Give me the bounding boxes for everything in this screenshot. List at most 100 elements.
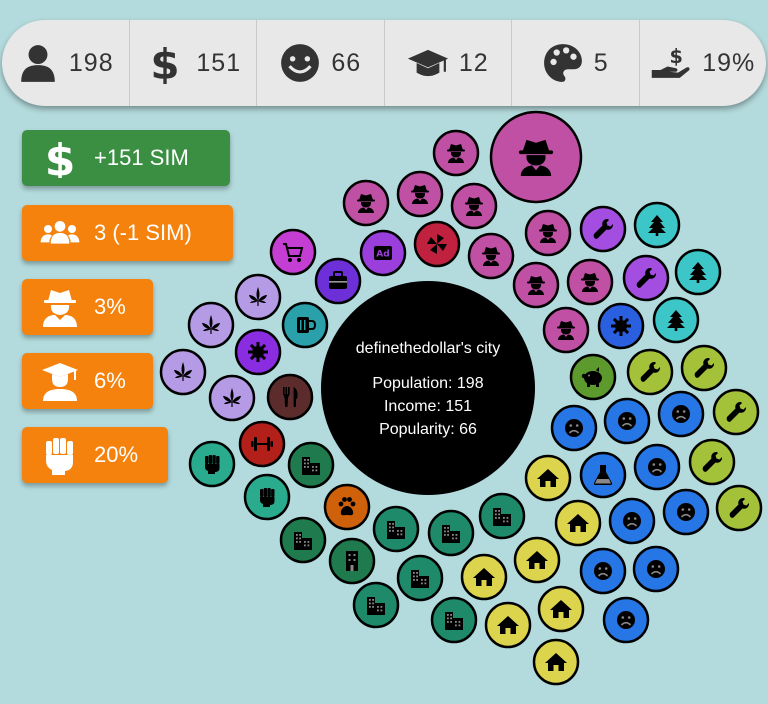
city-population: Population: 198 — [372, 375, 484, 392]
person-icon — [21, 45, 55, 82]
population-value: 198 — [68, 48, 114, 77]
leaf-building[interactable] — [159, 348, 207, 396]
fist-building[interactable] — [188, 440, 236, 488]
protest-button[interactable]: 20% — [22, 427, 168, 483]
wrench-purple-building[interactable] — [622, 254, 670, 302]
spy-building[interactable] — [450, 182, 498, 230]
office-building[interactable] — [279, 516, 327, 564]
office-teal-building[interactable] — [478, 492, 526, 540]
stat-happiness[interactable]: 66 — [257, 20, 385, 106]
svg-text:$: $ — [151, 42, 180, 84]
hand-dollar-icon: $ — [651, 45, 690, 78]
city-name: definethedollar's city — [355, 340, 501, 357]
city-center-circle[interactable] — [321, 281, 535, 495]
income-button[interactable]: $ +151 SIM — [22, 130, 230, 186]
mug-building[interactable] — [281, 301, 329, 349]
sad-icon — [622, 511, 642, 531]
house-building[interactable] — [532, 638, 580, 686]
spy-building[interactable] — [467, 232, 515, 280]
spy-building[interactable] — [542, 306, 590, 354]
wrench-olive-building[interactable] — [680, 344, 728, 392]
house-building[interactable] — [484, 601, 532, 649]
office-teal-building[interactable] — [430, 596, 478, 644]
fist-icon — [46, 438, 73, 475]
pinwheel-building[interactable] — [413, 220, 461, 268]
spy-building[interactable] — [432, 129, 480, 177]
office-teal-building[interactable] — [372, 505, 420, 553]
graduation-cap-icon — [407, 49, 448, 77]
sad-building[interactable] — [603, 397, 651, 445]
sad-icon — [676, 502, 696, 522]
spy-building[interactable] — [489, 110, 583, 204]
wrench-olive-building[interactable] — [712, 388, 760, 436]
house-building[interactable] — [513, 536, 561, 584]
office-building[interactable] — [328, 537, 376, 585]
gear-purple-building[interactable] — [234, 328, 282, 376]
income-label: +151 SIM — [94, 145, 189, 170]
tree-building[interactable] — [633, 201, 681, 249]
gear-icon — [611, 316, 631, 336]
cart-building[interactable] — [269, 228, 317, 276]
paw-building[interactable] — [323, 483, 371, 531]
wrench-olive-building[interactable] — [688, 438, 736, 486]
house-building[interactable] — [554, 499, 602, 547]
spy-building[interactable] — [396, 170, 444, 218]
stat-education[interactable]: 12 — [385, 20, 512, 106]
workers-button[interactable]: 3 (-1 SIM) — [22, 205, 233, 261]
sad-building[interactable] — [602, 596, 650, 644]
sad-building[interactable] — [608, 497, 656, 545]
spy-building[interactable] — [524, 209, 572, 257]
wrench-olive-building[interactable] — [626, 348, 674, 396]
city-info: definethedollar's city Population: 198 I… — [322, 340, 534, 441]
svg-text:$: $ — [45, 138, 76, 178]
tree-building[interactable] — [674, 248, 722, 296]
briefcase-building[interactable] — [314, 257, 362, 305]
spy-building[interactable] — [342, 179, 390, 227]
gear-blue-building[interactable] — [597, 302, 645, 350]
office-teal-building[interactable] — [352, 581, 400, 629]
office-teal-building[interactable] — [396, 554, 444, 602]
sad-building[interactable] — [633, 443, 681, 491]
workers-label: 3 (-1 SIM) — [94, 220, 192, 245]
leaf-building[interactable] — [234, 273, 282, 321]
tax-value: 19% — [702, 48, 756, 77]
tree-building[interactable] — [652, 296, 700, 344]
sad-building[interactable] — [550, 404, 598, 452]
stat-population[interactable]: 198 — [2, 20, 130, 106]
city-popularity: Popularity: 66 — [379, 421, 477, 438]
leaf-building[interactable] — [208, 374, 256, 422]
spy-building[interactable] — [512, 261, 560, 309]
house-building[interactable] — [537, 585, 585, 633]
house-building[interactable] — [524, 454, 572, 502]
crime-button[interactable]: 3% — [22, 279, 153, 335]
stat-culture[interactable]: 5 — [512, 20, 640, 106]
leaf-building[interactable] — [187, 301, 235, 349]
sad-icon — [617, 411, 637, 431]
flask-building[interactable] — [579, 451, 627, 499]
sad-icon — [671, 404, 691, 424]
ad-building[interactable] — [359, 229, 407, 277]
fork-building[interactable] — [266, 373, 314, 421]
education-rate-button[interactable]: 6% — [22, 353, 153, 409]
sad-building[interactable] — [657, 390, 705, 438]
sad-building[interactable] — [662, 488, 710, 536]
stat-money[interactable]: $ 151 — [130, 20, 257, 106]
office-building[interactable] — [287, 441, 335, 489]
wrench-purple-building[interactable] — [579, 205, 627, 253]
happiness-value: 66 — [331, 48, 362, 77]
culture-value: 5 — [593, 48, 609, 77]
fist-building[interactable] — [243, 473, 291, 521]
crime-label: 3% — [94, 294, 126, 319]
barbell-building[interactable] — [238, 420, 286, 468]
wrench-olive-building[interactable] — [715, 484, 763, 532]
house-building[interactable] — [460, 553, 508, 601]
sad-building[interactable] — [632, 545, 680, 593]
graduate-icon — [42, 363, 78, 401]
sad-building[interactable] — [579, 547, 627, 595]
piggy-building[interactable] — [569, 353, 617, 401]
stat-tax[interactable]: $ 19% — [640, 20, 767, 106]
education-rate-label: 6% — [94, 368, 126, 393]
office-teal-building[interactable] — [427, 509, 475, 557]
spy-building[interactable] — [566, 258, 614, 306]
